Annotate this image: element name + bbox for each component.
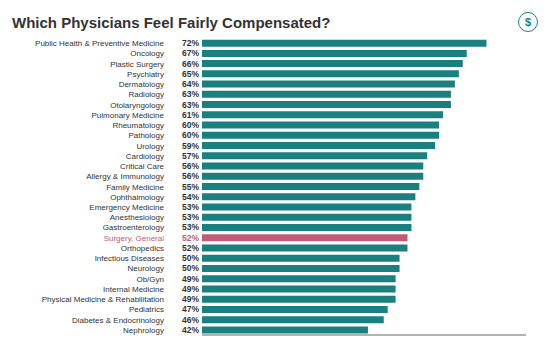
svg-text:64%: 64% xyxy=(182,79,199,89)
svg-text:Orthopedics: Orthopedics xyxy=(121,244,164,253)
svg-text:56%: 56% xyxy=(182,171,199,181)
svg-text:Critical Care: Critical Care xyxy=(120,162,165,171)
svg-text:54%: 54% xyxy=(182,192,199,202)
svg-text:57%: 57% xyxy=(182,151,199,161)
svg-text:53%: 53% xyxy=(182,222,199,232)
svg-text:Pathology: Pathology xyxy=(128,131,164,140)
svg-text:Rheumatology: Rheumatology xyxy=(112,121,164,130)
svg-text:60%: 60% xyxy=(182,130,199,140)
svg-text:50%: 50% xyxy=(182,263,199,273)
svg-text:53%: 53% xyxy=(182,212,199,222)
svg-text:53%: 53% xyxy=(182,202,199,212)
svg-text:49%: 49% xyxy=(182,284,199,294)
svg-text:Anesthesiology: Anesthesiology xyxy=(110,213,164,222)
svg-text:Psychiatry: Psychiatry xyxy=(127,70,164,79)
svg-text:Ophthalmology: Ophthalmology xyxy=(110,193,164,202)
svg-text:67%: 67% xyxy=(182,48,199,58)
svg-text:72%: 72% xyxy=(182,38,199,48)
svg-text:42%: 42% xyxy=(182,325,199,335)
svg-text:Radiology: Radiology xyxy=(128,90,164,99)
svg-text:Pulmonary Medicine: Pulmonary Medicine xyxy=(92,111,165,120)
svg-text:47%: 47% xyxy=(182,304,199,314)
svg-text:Otolaryngology: Otolaryngology xyxy=(110,101,164,110)
svg-text:Nephrology: Nephrology xyxy=(123,326,164,335)
svg-text:59%: 59% xyxy=(182,141,199,151)
svg-text:Physical Medicine & Rehabilita: Physical Medicine & Rehabilitation xyxy=(42,295,164,304)
svg-text:60%: 60% xyxy=(182,120,199,130)
svg-text:52%: 52% xyxy=(182,243,199,253)
svg-text:Pediatrics: Pediatrics xyxy=(129,305,164,314)
svg-text:49%: 49% xyxy=(182,274,199,284)
svg-text:63%: 63% xyxy=(182,89,199,99)
svg-text:65%: 65% xyxy=(182,69,199,79)
html-text:Which Physicians Feel Fairly C: Which Physicians Feel Fairly Compensated… xyxy=(12,13,331,31)
svg-text:63%: 63% xyxy=(182,100,199,110)
svg-text:Public Health & Preventive Med: Public Health & Preventive Medicine xyxy=(35,39,165,48)
svg-text:Ob/Gyn: Ob/Gyn xyxy=(136,275,164,284)
svg-text:Dermatology: Dermatology xyxy=(119,80,164,89)
svg-text:61%: 61% xyxy=(182,110,199,120)
svg-text:Gastroenterology: Gastroenterology xyxy=(103,223,164,232)
svg-text:56%: 56% xyxy=(182,161,199,171)
svg-text:Plastic Surgery: Plastic Surgery xyxy=(110,60,164,69)
svg-text:50%: 50% xyxy=(182,253,199,263)
svg-text:55%: 55% xyxy=(182,182,199,192)
svg-text:49%: 49% xyxy=(182,294,199,304)
svg-text:Internal Medicine: Internal Medicine xyxy=(103,285,164,294)
svg-text:Neurology: Neurology xyxy=(128,264,164,273)
svg-text:46%: 46% xyxy=(182,315,199,325)
svg-text:Urology: Urology xyxy=(136,142,164,151)
svg-text:Surgery, General: Surgery, General xyxy=(104,234,165,243)
svg-text:52%: 52% xyxy=(182,233,199,243)
svg-text:Cardiology: Cardiology xyxy=(126,152,164,161)
svg-text:Infectious Diseases: Infectious Diseases xyxy=(95,254,164,263)
svg-text:Diabetes & Endocrinology: Diabetes & Endocrinology xyxy=(72,316,164,325)
svg-text:Emergency Medicine: Emergency Medicine xyxy=(89,203,164,212)
svg-text:Allergy & Immunology: Allergy & Immunology xyxy=(86,172,164,181)
svg-text:66%: 66% xyxy=(182,59,199,69)
svg-text:Family Medicine: Family Medicine xyxy=(106,183,164,192)
svg-text:Oncology: Oncology xyxy=(130,49,164,58)
